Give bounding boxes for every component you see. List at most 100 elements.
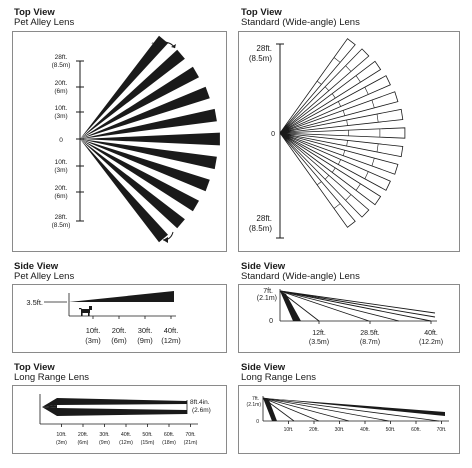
- zone-divider: [338, 159, 341, 165]
- near-zone-beam: [263, 398, 277, 421]
- distance-ft-label: 30ft.: [335, 427, 345, 433]
- beam-wedge: [80, 139, 217, 170]
- diagram-top-view-pet-alley: 28ft.(8.5m)20ft.(6m)10ft.(3m)010ft.(3m)2…: [52, 35, 220, 243]
- bottom-distance-m: (8.5m): [249, 224, 272, 233]
- beam-wedge: [279, 127, 406, 139]
- arrow-icon: [171, 44, 176, 48]
- distance-ft-label: 20ft.: [309, 427, 319, 433]
- distance-m-label: (15m): [141, 440, 155, 446]
- diagram-side-view-long-range: 7ft. (2.1m) 0 10ft. 20ft. 30ft. 40ft. 50ft. 6…: [247, 396, 449, 433]
- zone-divider: [342, 110, 346, 116]
- distance-ft-label: 20ft.: [112, 326, 127, 335]
- beam-wedge: [279, 91, 399, 134]
- distance-m-label: (8.5m): [52, 62, 71, 69]
- zone-divider: [331, 93, 336, 99]
- title-side-view-long-range: Side View Long Range Lens: [241, 362, 317, 383]
- zone-divider: [324, 175, 330, 180]
- distance-m-label: (8.7m): [360, 339, 380, 346]
- zone-divider: [371, 99, 375, 108]
- title-top-view-long-range: Top View Long Range Lens: [14, 362, 90, 383]
- distance-m-label: (8.5m): [52, 222, 71, 229]
- distance-ft-label: 10ft.: [284, 427, 294, 433]
- standard-beam-fan: [279, 38, 406, 228]
- zero-label: 0: [271, 131, 275, 138]
- beam-wedge: [279, 132, 382, 206]
- zero-label: 0: [59, 137, 63, 144]
- panel-side-view-standard: 7ft. (2.1m) 0 12ft. (3.5m) 28.5ft. (8.7m) 40…: [238, 284, 460, 353]
- zone-divider: [333, 57, 341, 63]
- beam-wedge: [80, 108, 217, 139]
- sensor-height-label: 3.5ft.: [26, 298, 43, 307]
- beam-wedge: [80, 35, 168, 140]
- zone-divider: [324, 86, 330, 91]
- distance-ft-label: 60ft.: [411, 427, 421, 433]
- zone-divider: [364, 171, 369, 180]
- beam-wedge: [279, 75, 391, 134]
- zone-divider: [355, 75, 361, 83]
- zone-divider: [338, 101, 341, 107]
- zone-divider: [331, 167, 336, 173]
- panel-side-view-pet-alley: 3.5ft. 10ft. (3m) 20ft. (6m) 30ft. (9m) 40ft.(…: [12, 284, 227, 353]
- distance-ft-label: 40ft.: [424, 330, 438, 337]
- beam-wedge: [80, 139, 168, 243]
- beam-wedge: [80, 139, 199, 212]
- panel-top-view-long-range: 8ft.4in. (2.6m) 10ft. (3m) 20ft. (6m) 30ft. (…: [12, 385, 227, 454]
- scale-labels: 28ft.(8.5m)20ft.(6m)10ft.(3m)010ft.(3m)2…: [52, 54, 71, 229]
- beam-wedge: [279, 38, 356, 134]
- zone-divider: [345, 194, 352, 201]
- beam-wedge: [80, 66, 199, 139]
- long-range-side-beams: [262, 397, 440, 422]
- distance-ft-label: 70ft.: [185, 432, 195, 438]
- title-side-view-standard: Side View Standard (Wide-angle) Lens: [241, 261, 360, 282]
- panel-top-view-pet-alley: 28ft. (8.5m) 20ft. (6m) 10ft. (3m) 0 10ft. (3m) 2…: [12, 31, 227, 252]
- distance-ft-label: 40ft.: [164, 326, 179, 335]
- zone-divider: [355, 183, 361, 191]
- diagram-top-view-long-range: 8ft.4in. (2.6m) 10ft. (3m) 20ft. (6m) 30ft. (…: [39, 394, 211, 446]
- diagram-top-view-standard: 28ft. (8.5m) 0 28ft. (8.5m): [249, 38, 406, 239]
- beam-wedge: [279, 60, 382, 134]
- zero-label: 0: [269, 318, 273, 325]
- bottom-distance-ft: 28ft.: [256, 214, 272, 223]
- panel-side-view-long-range: 7ft. (2.1m) 0 10ft. 20ft. 30ft. 40ft. 50ft. 6…: [238, 385, 460, 454]
- long-range-beam-top: [42, 398, 187, 407]
- pet-alley-beam-fan: [80, 35, 220, 243]
- distance-m-label: (18m): [162, 440, 176, 446]
- top-distance-ft: 28ft.: [256, 44, 272, 53]
- beam-wedge: [279, 132, 399, 175]
- zone-divider: [371, 158, 375, 167]
- distance-ft-label: 50ft.: [386, 427, 396, 433]
- distance-m-label: (9m): [137, 336, 153, 345]
- distance-ft-label: 40ft.: [360, 427, 370, 433]
- beam-wedge: [279, 108, 404, 134]
- distance-ft-label: 20ft.: [78, 432, 88, 438]
- title-side-view-pet-alley: Side View Pet Alley Lens: [14, 261, 75, 282]
- distance-m-label: (3m): [54, 113, 67, 120]
- distance-ft-label: 10ft.: [86, 326, 101, 335]
- distance-m-label: (3m): [54, 167, 67, 174]
- panel-top-view-standard: 28ft. (8.5m) 0 28ft. (8.5m): [238, 31, 460, 252]
- sensor-height-ft: 7ft.: [263, 288, 273, 295]
- pet-alley-side-beam: [69, 291, 174, 302]
- distance-ft-label: 70ft.: [437, 427, 447, 433]
- zero-label: 0: [256, 419, 259, 425]
- distance-ft-label: 28.5ft.: [360, 330, 380, 337]
- beam-wedge: [279, 132, 404, 158]
- dog-icon: [79, 306, 92, 316]
- distance-ft-label: 60ft.: [164, 432, 174, 438]
- distance-ft-label: 10ft.: [55, 105, 68, 112]
- beam-wedge: [279, 48, 370, 134]
- distance-ft-label: 50ft.: [142, 432, 152, 438]
- long-range-side-beam: [263, 398, 445, 416]
- near-zone-beam: [280, 291, 301, 321]
- distance-ticks: 10ft. (3m) 20ft. (6m) 30ft. (9m) 40ft. (12m) 50f…: [56, 424, 198, 446]
- zone-divider: [316, 181, 322, 186]
- title-top-view-standard: Top View Standard (Wide-angle) Lens: [241, 7, 360, 28]
- coverage-width-ft: 8ft.4in.: [190, 399, 210, 406]
- zone-divider: [346, 140, 348, 147]
- zone-divider: [333, 203, 341, 209]
- diagram-side-view-standard: 7ft. (2.1m) 0 12ft. (3.5m) 28.5ft. (8.7m) 40…: [257, 288, 443, 346]
- distance-m-label: (12m): [161, 336, 181, 345]
- distance-ticks: 10ft. 20ft. 30ft. 40ft. 50ft. 60ft. 70ft.: [284, 421, 447, 433]
- arrow-icon: [163, 237, 168, 243]
- distance-m-label: (6m): [54, 88, 67, 95]
